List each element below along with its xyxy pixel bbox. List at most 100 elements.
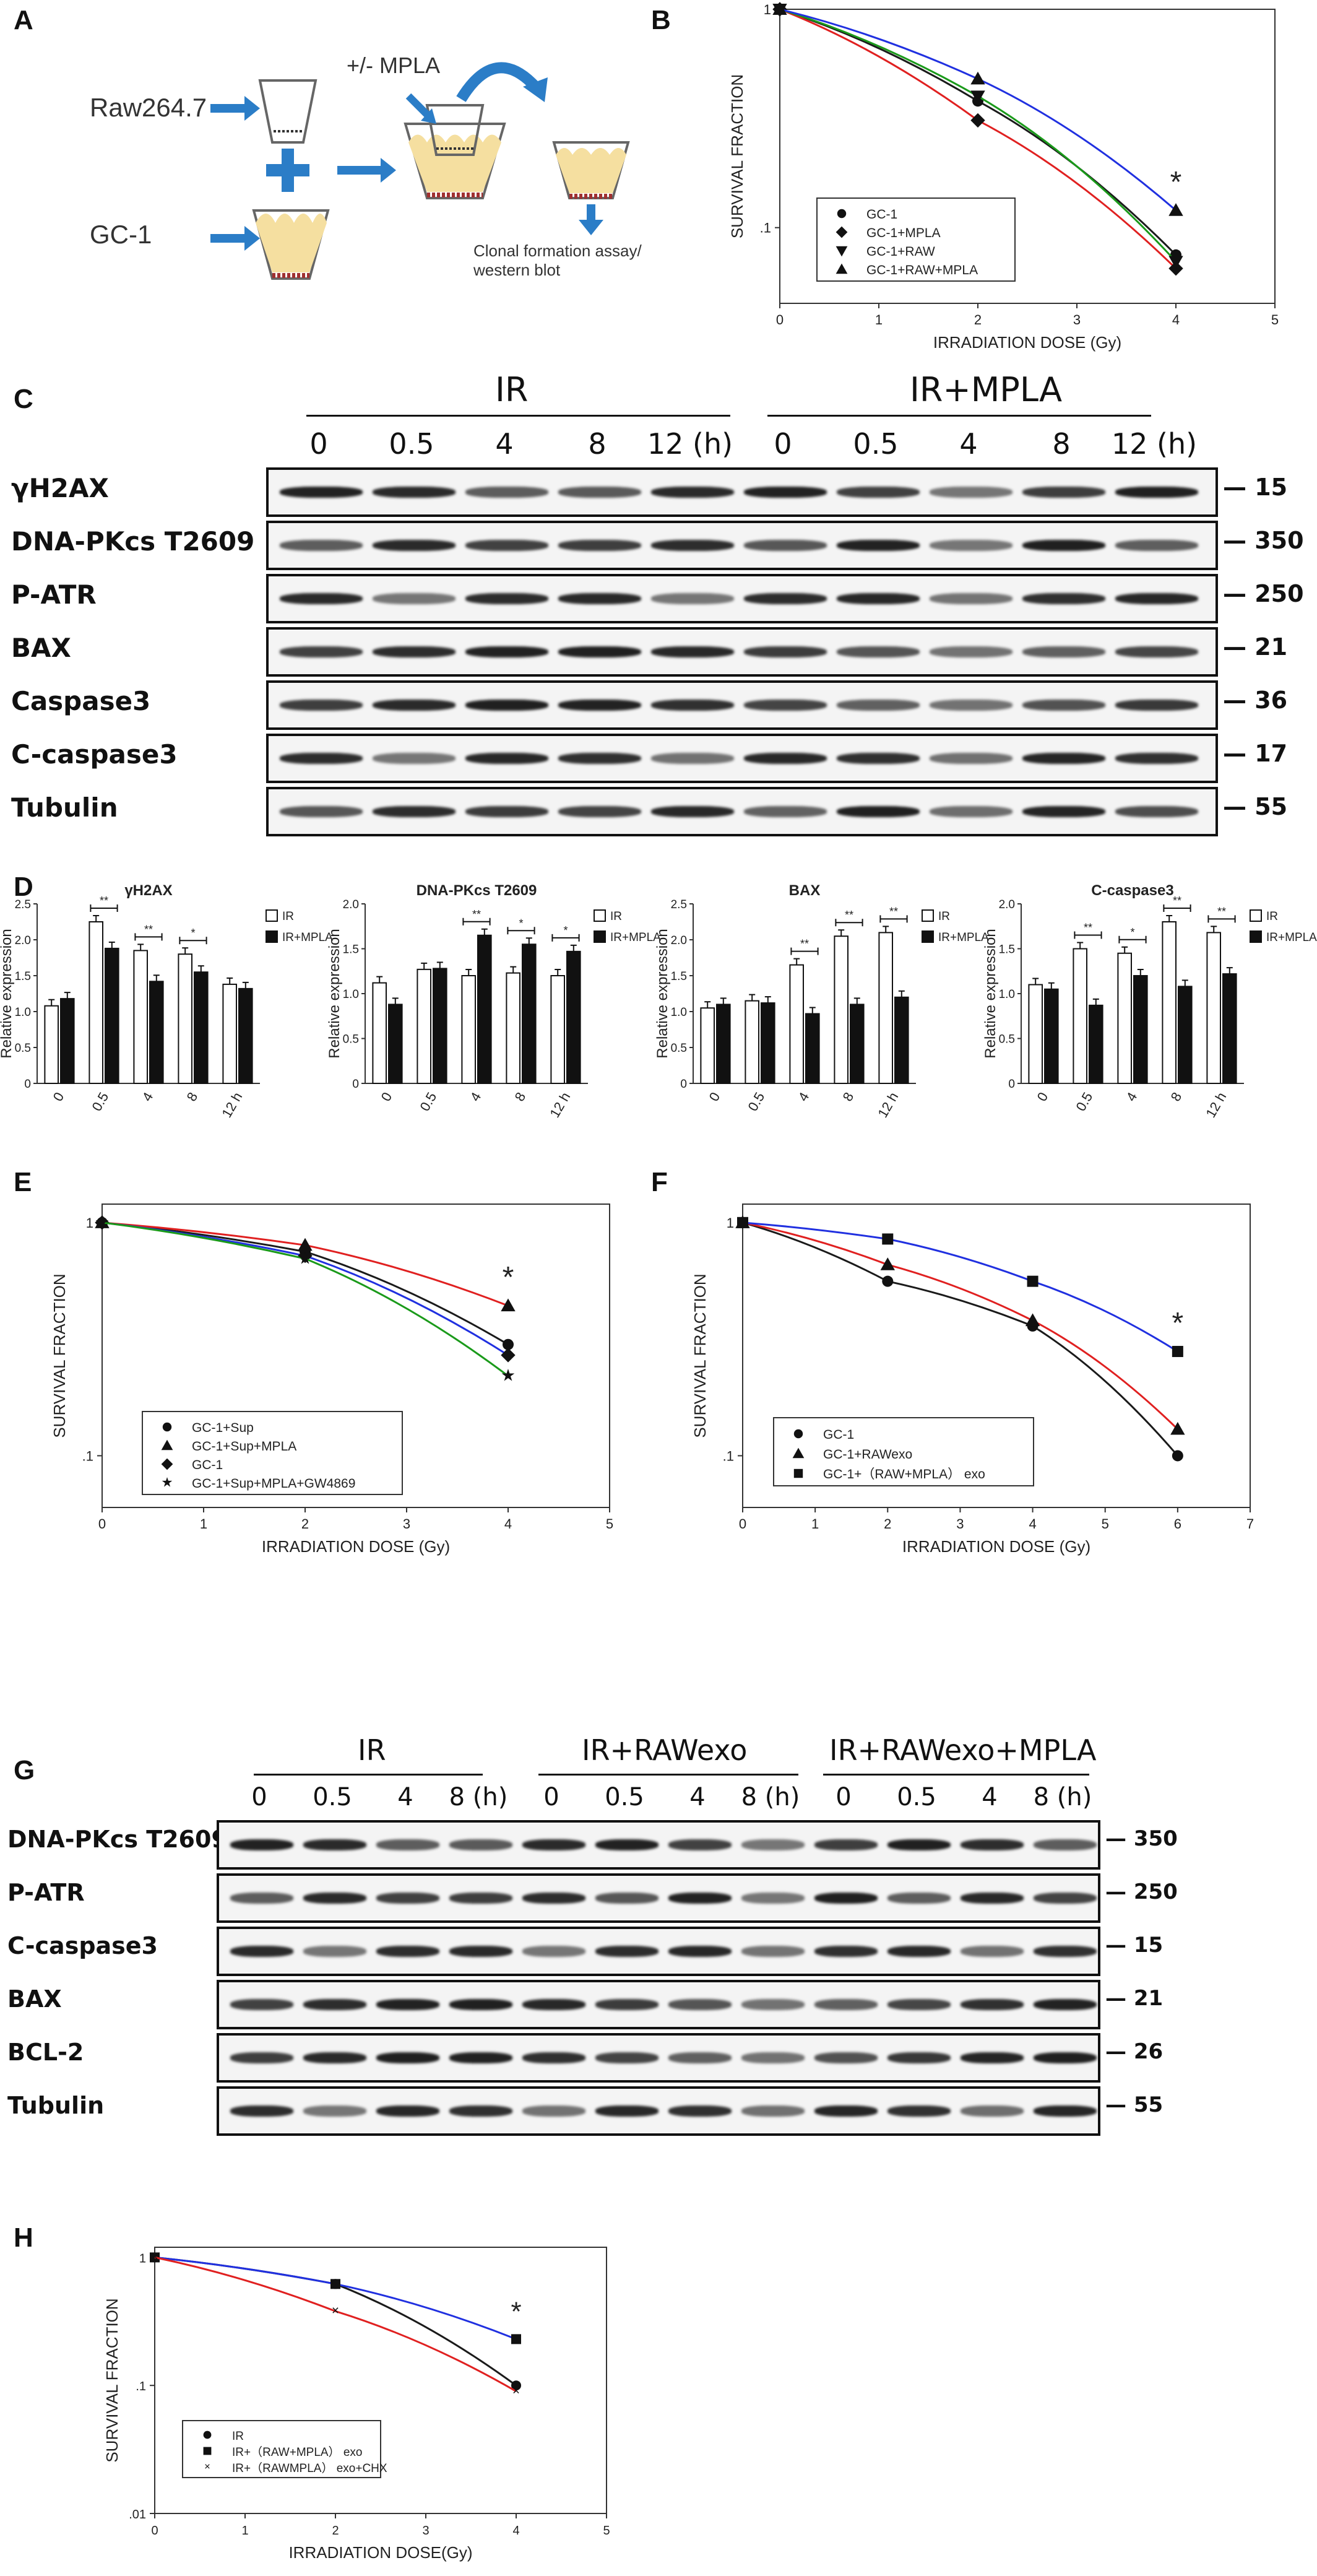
x-tick-label: 1 — [200, 1516, 207, 1532]
series-line — [154, 2256, 517, 2387]
data-point — [970, 90, 985, 104]
blot-band — [814, 1892, 878, 1904]
blot-band — [449, 1945, 512, 1958]
x-tick-label: 2 — [884, 1516, 891, 1532]
blot-band — [1115, 699, 1198, 711]
blot-band — [522, 1839, 585, 1851]
blot-band — [814, 2052, 878, 2064]
mpla-label: +/- MPLA — [347, 53, 441, 78]
blot-band — [465, 699, 548, 711]
chart-e: 0 1 2 3 4 5 1 .1 IRRADIATION DOSE (Gy) SURVIVAL F… — [37, 1176, 656, 1572]
y-tick-label: 2.0 — [343, 898, 359, 911]
blot-g: IR IR+RAWexo IR+RAWexo+MPLA 0 0.5 4 8 (h) 0 0.5 4… — [0, 1727, 1317, 2161]
y-tick-label: 1.5 — [343, 943, 359, 956]
blot-row-label: C-caspase3 — [11, 739, 178, 770]
blot-band — [651, 646, 734, 658]
bar — [149, 981, 164, 1084]
blot-band — [522, 1945, 585, 1958]
y-tick-label: 0 — [680, 1078, 687, 1091]
molecular-weight-label: — 17 — [1223, 740, 1288, 768]
bar-chart-title: DNA-PKcs T2609 — [417, 882, 537, 899]
blot-band — [303, 1892, 366, 1904]
legend-swatch — [594, 909, 606, 922]
data-point — [837, 209, 847, 219]
y-tick-label: 1.5 — [999, 943, 1015, 956]
blot-band — [230, 1839, 293, 1851]
data-point — [298, 1238, 313, 1251]
blot-band — [558, 592, 641, 605]
blot-band — [449, 1892, 512, 1904]
group-header: IR+RAWexo+MPLA — [829, 1733, 1097, 1767]
y-tick-label: .1 — [760, 220, 771, 236]
panel-label-b: B — [651, 5, 671, 35]
data-point — [1168, 203, 1183, 216]
bar — [238, 987, 253, 1084]
x-tick-label: 4 — [504, 1516, 512, 1532]
plot-frame — [779, 9, 1276, 304]
blot-band — [522, 1998, 585, 2011]
blot-band — [1034, 1945, 1097, 1958]
group-header: IR+RAWexo — [582, 1733, 748, 1767]
data-point — [880, 1257, 895, 1270]
blot-band — [744, 646, 827, 658]
blot-band — [961, 1892, 1024, 1904]
plot-frame — [742, 1203, 1251, 1508]
bar — [1089, 1004, 1103, 1085]
bar — [1178, 986, 1193, 1084]
blot-band — [465, 592, 548, 605]
blot-band — [668, 2052, 732, 2064]
data-point — [793, 1429, 803, 1439]
blot-band — [1022, 539, 1105, 552]
blot-band — [837, 699, 920, 711]
blot-band — [814, 1945, 878, 1958]
blot-band — [373, 699, 456, 711]
data-point: ★ — [161, 1474, 173, 1490]
legend-entry: IR — [1266, 910, 1278, 923]
y-tick-label: 1.5 — [15, 970, 31, 983]
y-axis-label: Relative expression — [328, 929, 343, 1058]
x-tick-label: 0 — [50, 1090, 67, 1104]
bar — [522, 943, 537, 1084]
blot-band — [230, 2105, 293, 2117]
data-point: ★ — [298, 1249, 313, 1267]
blot-band — [887, 1945, 951, 1958]
blot-band — [376, 2052, 439, 2064]
blot-band — [651, 752, 734, 765]
blot-band — [651, 486, 734, 498]
blot-band — [303, 2052, 366, 2064]
y-tick-label: 1 — [764, 2, 771, 17]
significance-star: ** — [1173, 895, 1181, 907]
legend-box — [182, 2420, 381, 2478]
blot-band — [1034, 2052, 1097, 2064]
timepoint-label: 4 — [959, 427, 978, 461]
significance-star: * — [191, 927, 195, 939]
series-3 — [737, 1216, 1183, 1358]
timepoint-label: 0 — [309, 427, 328, 461]
group-underline — [767, 415, 1151, 417]
schematic-drawing — [210, 62, 630, 280]
x-tick-label: 7 — [1246, 1516, 1254, 1532]
y-axis-label: Relative expression — [0, 929, 15, 1058]
bar — [89, 921, 103, 1084]
x-tick-label: 8 — [1168, 1090, 1185, 1104]
blot-band — [303, 1839, 366, 1851]
legend-entry: GC-1+Sup+MPLA+GW4869 — [192, 1477, 355, 1491]
blot-band — [961, 2105, 1024, 2117]
group-header: IR+MPLA — [910, 370, 1063, 409]
molecular-weight-label: — 15 — [1223, 474, 1288, 501]
x-tick-label: 5 — [1271, 312, 1279, 327]
blot-band — [651, 592, 734, 605]
legend-entry: IR+MPLA — [282, 931, 333, 944]
legend-entry: IR+（RAW+MPLA） exo — [232, 2445, 362, 2459]
blot-band — [887, 2052, 951, 2064]
y-axis-label: SURVIVAL FRACTION — [691, 1273, 709, 1438]
x-tick-label: 4 — [512, 2524, 519, 2538]
timepoint-label: 0 — [251, 1783, 267, 1811]
timepoint-label: 4 — [689, 1783, 706, 1811]
data-point — [501, 1348, 516, 1363]
data-point — [330, 2279, 340, 2289]
blot-row-label: Caspase3 — [11, 685, 151, 716]
bar — [133, 950, 148, 1085]
series-2 — [735, 1215, 1185, 1435]
blot-band — [595, 1839, 658, 1851]
